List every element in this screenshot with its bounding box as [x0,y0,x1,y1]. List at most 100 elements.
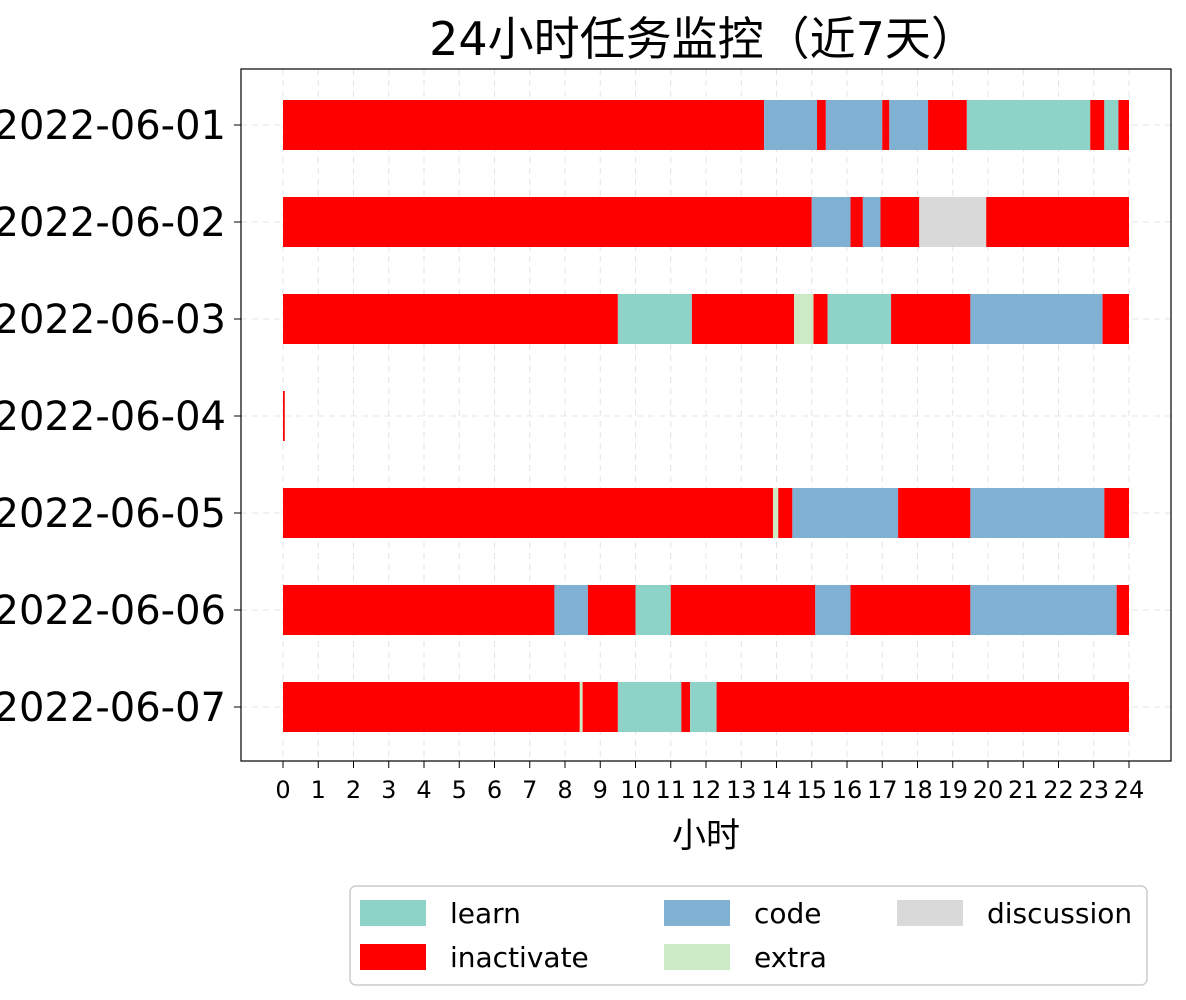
bar-segment-inactivate [283,294,618,344]
x-tick-label: 13 [726,776,757,804]
bar-segment-inactivate [850,585,971,635]
x-tick-label: 21 [1008,776,1039,804]
legend-label-learn: learn [450,897,521,930]
bar-segment-inactivate [283,391,285,441]
bar-segment-inactivate [681,682,691,732]
bar-segment-inactivate [587,585,636,635]
y-tick-label: 2022-06-07 [0,685,226,731]
legend-swatch-learn [360,900,426,926]
bar-segment-inactivate [582,682,618,732]
legend-label-discussion: discussion [987,897,1132,930]
bar-segment-inactivate [1090,100,1105,150]
x-tick-label: 0 [275,776,290,804]
bar-segment-inactivate [691,294,795,344]
bar-segment-learn [690,682,717,732]
bar-segment-code [970,585,1117,635]
y-tick-label: 2022-06-01 [0,103,226,149]
x-tick-label: 24 [1114,776,1145,804]
bar-segment-inactivate [928,100,967,150]
x-tick-label: 14 [761,776,792,804]
bar-segment-code [815,585,851,635]
x-axis-label: 小时 [672,816,740,856]
legend: learn inactivate code extra discussion [349,885,1148,986]
legend-swatch-discussion [897,900,963,926]
x-tick-label: 4 [416,776,431,804]
legend-label-code: code [754,897,822,930]
bar-segment-inactivate [891,294,971,344]
bars-layer [283,100,1129,732]
bar-segment-learn [966,100,1091,150]
x-tick-label: 20 [973,776,1004,804]
legend-swatch-inactivate [360,944,426,970]
bar-segment-inactivate [716,682,1129,732]
x-tick-label: 5 [452,776,467,804]
bar-segment-inactivate [1116,585,1129,635]
bar-segment-learn [827,294,892,344]
y-tick-label: 2022-06-05 [0,491,226,537]
bar-segment-inactivate [1102,294,1129,344]
legend-swatch-code [664,900,730,926]
bar-segment-code [889,100,929,150]
x-tick-label: 10 [620,776,651,804]
bar-segment-inactivate [283,585,555,635]
x-tick-label: 19 [937,776,968,804]
x-tick-label: 18 [902,776,933,804]
bar-segment-inactivate [850,197,863,247]
x-tick-label: 1 [311,776,326,804]
y-tick-label: 2022-06-02 [0,200,226,246]
x-tick-label: 12 [691,776,722,804]
x-axis: 0 1 2 3 4 5 6 7 8 9 10 11 12 13 14 15 16 17 18 19 20 21 22 23 24 [275,761,1144,804]
bar-segment-inactivate [283,100,765,150]
x-tick-label: 6 [487,776,502,804]
bar-segment-extra [772,488,779,538]
bar-segment-inactivate [986,197,1129,247]
legend-label-inactivate: inactivate [450,941,589,974]
bar-segment-learn [1104,100,1119,150]
bar-segment-inactivate [283,682,580,732]
x-tick-label: 23 [1078,776,1109,804]
bar-segment-inactivate [898,488,971,538]
bar-segment-inactivate [283,488,773,538]
bar-segment-learn [617,682,682,732]
bar-segment-code [970,488,1105,538]
x-tick-label: 2 [346,776,361,804]
bar-segment-inactivate [778,488,793,538]
bar-segment-learn [617,294,692,344]
bar-segment-code [862,197,881,247]
y-axis: 2022-06-01 2022-06-02 2022-06-03 2022-06-04… [0,103,241,731]
bar-segment-extra [794,294,814,344]
bar-segment-learn [635,585,671,635]
x-tick-label: 15 [796,776,827,804]
bar-segment-code [792,488,899,538]
legend-label-extra: extra [754,941,827,974]
bar-segment-inactivate [813,294,828,344]
x-tick-label: 17 [867,776,898,804]
y-tick-label: 2022-06-03 [0,297,226,343]
bar-segment-code [764,100,818,150]
x-tick-label: 3 [381,776,396,804]
bar-segment-discussion [919,197,987,247]
y-tick-label: 2022-06-04 [0,394,226,440]
bar-segment-inactivate [283,197,812,247]
y-tick-label: 2022-06-06 [0,588,226,634]
bar-segment-code [811,197,851,247]
bar-segment-code [554,585,588,635]
bar-segment-inactivate [882,100,890,150]
bar-segment-code [825,100,883,150]
x-tick-label: 8 [557,776,572,804]
chart-title: 24小时任务监控（近7天） [429,12,977,66]
x-tick-label: 11 [655,776,686,804]
grid-layer [241,69,1171,761]
bar-segment-code [970,294,1103,344]
x-tick-label: 22 [1043,776,1074,804]
legend-swatch-extra [664,944,730,970]
bar-segment-inactivate [1104,488,1129,538]
bar-segment-inactivate [670,585,816,635]
x-tick-label: 7 [522,776,537,804]
bar-segment-inactivate [1118,100,1129,150]
x-tick-label: 16 [832,776,863,804]
bar-segment-extra [579,682,583,732]
bar-segment-inactivate [880,197,920,247]
bar-segment-inactivate [817,100,826,150]
